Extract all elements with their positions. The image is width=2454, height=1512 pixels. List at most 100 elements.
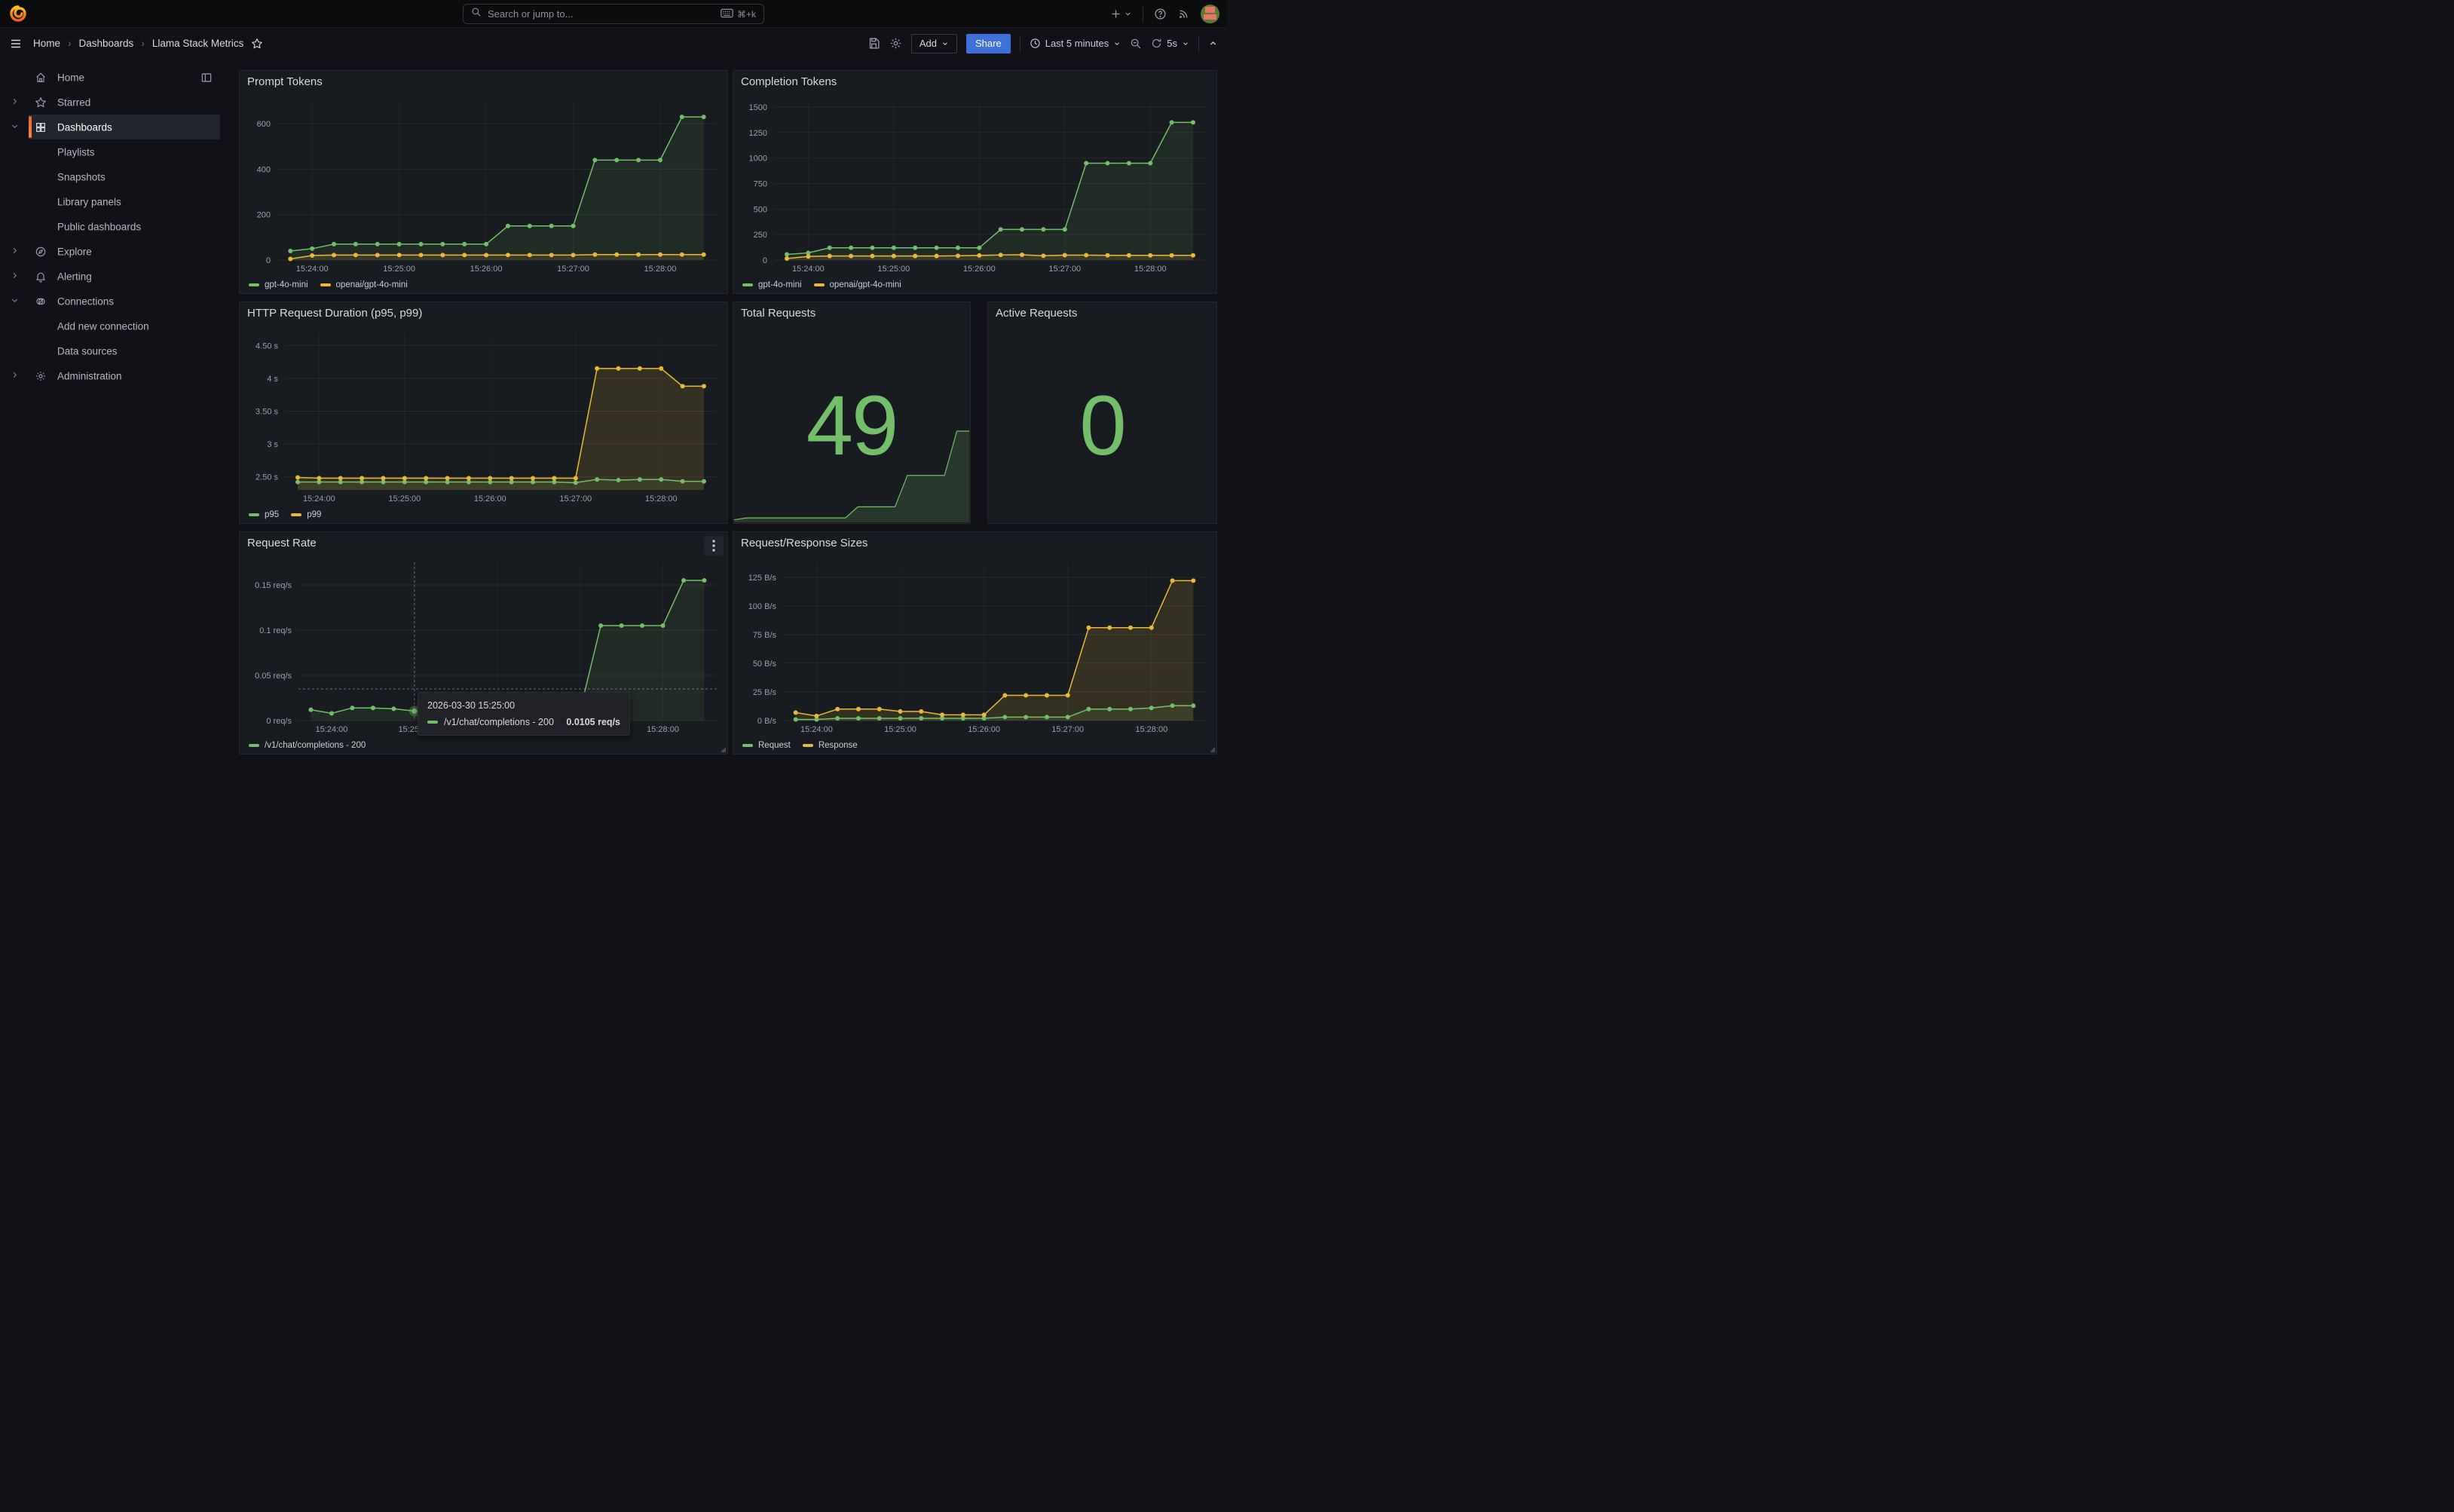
legend-item[interactable]: /v1/chat/completions - 200	[249, 741, 366, 750]
panel-request-rate: Request Rate 0 req/s0.05 req/s0.1 req/s0…	[239, 531, 728, 754]
legend-item[interactable]: Response	[803, 741, 858, 750]
panel-resize-handle[interactable]	[1210, 747, 1215, 752]
request-rate-legend: /v1/chat/completions - 200	[249, 741, 366, 750]
mega-menu-toggle[interactable]	[9, 37, 23, 51]
svg-text:15:24:00: 15:24:00	[800, 725, 833, 734]
grafana-logo-icon[interactable]	[9, 5, 27, 23]
svg-text:200: 200	[257, 211, 271, 220]
panel-title[interactable]: Prompt Tokens	[240, 71, 727, 93]
zoom-out-button[interactable]	[1130, 38, 1142, 50]
breadcrumb-dashboards[interactable]: Dashboards	[79, 38, 134, 49]
sidebar-item-dashboards[interactable]: Dashboards	[29, 115, 220, 139]
search-icon	[471, 7, 482, 21]
panel-title[interactable]: HTTP Request Duration (p95, p99)	[240, 302, 727, 325]
sidebar-item-snapshots[interactable]: Snapshots	[29, 164, 220, 189]
svg-text:250: 250	[754, 231, 767, 240]
global-search[interactable]: ⌘+k	[463, 4, 764, 24]
svg-text:15:27:00: 15:27:00	[557, 265, 589, 274]
help-button[interactable]	[1154, 8, 1167, 20]
sidebar-item-library-panels[interactable]: Library panels	[29, 189, 220, 214]
share-button[interactable]: Share	[966, 34, 1011, 54]
prompt-tokens-legend: gpt-4o-mini openai/gpt-4o-mini	[249, 280, 408, 289]
favorite-star-icon[interactable]	[251, 38, 263, 50]
sidebar-item-public-dashboards[interactable]: Public dashboards	[29, 214, 220, 239]
refresh-picker[interactable]: 5s	[1151, 38, 1189, 49]
chevron-down-icon[interactable]	[11, 121, 19, 134]
legend-item[interactable]: p95	[249, 510, 279, 519]
svg-text:0.05 req/s: 0.05 req/s	[255, 672, 292, 681]
sidebar-item-connections[interactable]: Connections	[29, 289, 220, 314]
panel-title[interactable]: Request Rate	[240, 532, 727, 555]
svg-text:1000: 1000	[749, 155, 767, 164]
sidebar-item-starred[interactable]: Starred	[29, 90, 220, 115]
chevron-right-icon[interactable]	[11, 270, 19, 283]
legend-item[interactable]: openai/gpt-4o-mini	[814, 280, 901, 289]
prompt-tokens-chart[interactable]: 020040060015:24:0015:25:0015:26:0015:27:…	[243, 93, 721, 275]
save-dashboard-button[interactable]	[867, 37, 880, 50]
sidebar-item-data-sources[interactable]: Data sources	[29, 338, 220, 363]
news-rss-button[interactable]	[1177, 8, 1190, 20]
legend-item[interactable]: gpt-4o-mini	[742, 280, 802, 289]
legend-swatch	[814, 283, 825, 286]
legend-item[interactable]: openai/gpt-4o-mini	[320, 280, 408, 289]
completion-tokens-legend: gpt-4o-mini openai/gpt-4o-mini	[742, 280, 901, 289]
svg-text:600: 600	[257, 120, 271, 129]
panel-total-requests: Total Requests 49	[733, 301, 971, 524]
panel-active-requests: Active Requests 0	[987, 301, 1217, 524]
panel-title[interactable]: Completion Tokens	[733, 71, 1216, 93]
dock-sidebar-icon[interactable]	[200, 72, 213, 84]
user-avatar[interactable]	[1201, 5, 1219, 23]
chevron-down-icon[interactable]	[11, 295, 19, 308]
chevron-right-icon[interactable]	[11, 245, 19, 259]
svg-text:2.50 s: 2.50 s	[255, 473, 278, 482]
chevron-right-icon[interactable]	[11, 96, 19, 109]
collapse-toolbar-button[interactable]	[1208, 38, 1218, 48]
legend-swatch	[249, 283, 259, 286]
new-menu-button[interactable]	[1110, 8, 1132, 20]
time-range-picker[interactable]: Last 5 minutes	[1030, 38, 1121, 49]
panel-prompt-tokens: Prompt Tokens 020040060015:24:0015:25:00…	[239, 70, 728, 294]
breadcrumb-current[interactable]: Llama Stack Metrics	[152, 38, 244, 49]
dashboards-grid-icon	[35, 121, 47, 133]
svg-text:15:25:00: 15:25:00	[383, 265, 415, 274]
svg-text:15:24:00: 15:24:00	[303, 494, 335, 503]
svg-text:15:25:00: 15:25:00	[877, 265, 910, 274]
svg-text:15:28:00: 15:28:00	[1135, 725, 1167, 734]
svg-text:0 B/s: 0 B/s	[757, 717, 777, 726]
kebab-icon	[712, 540, 715, 552]
home-icon	[35, 72, 47, 84]
sidebar-item-add-new-connection[interactable]: Add new connection	[29, 314, 220, 338]
legend-item[interactable]: p99	[291, 510, 321, 519]
panel-resize-handle[interactable]	[721, 747, 726, 752]
dashboard-settings-button[interactable]	[889, 37, 902, 50]
panel-title[interactable]: Request/Response Sizes	[733, 532, 1216, 555]
sidebar-item-explore[interactable]: Explore	[29, 239, 220, 264]
legend-swatch	[803, 744, 813, 747]
breadcrumb-home[interactable]: Home	[33, 38, 60, 49]
sidebar-item-alerting[interactable]: Alerting	[29, 264, 220, 289]
legend-item[interactable]: Request	[742, 741, 791, 750]
svg-text:125 B/s: 125 B/s	[748, 574, 777, 583]
svg-text:15:24:00: 15:24:00	[296, 265, 329, 274]
svg-text:15:25:00: 15:25:00	[388, 494, 421, 503]
svg-text:500: 500	[754, 205, 767, 214]
panel-menu-button[interactable]	[704, 536, 724, 556]
sidebar-item-playlists[interactable]: Playlists	[29, 139, 220, 164]
svg-text:15:26:00: 15:26:00	[963, 265, 996, 274]
search-input[interactable]	[488, 8, 714, 20]
svg-text:15:28:00: 15:28:00	[645, 494, 678, 503]
svg-text:3 s: 3 s	[267, 440, 278, 449]
legend-item[interactable]: gpt-4o-mini	[249, 280, 308, 289]
sidebar-item-home[interactable]: Home	[29, 65, 220, 90]
request-response-sizes-chart[interactable]: 0 B/s25 B/s50 B/s75 B/s100 B/s125 B/s15:…	[736, 555, 1210, 736]
legend-swatch	[249, 744, 259, 747]
chevron-right-icon[interactable]	[11, 369, 19, 383]
completion-tokens-chart[interactable]: 025050075010001250150015:24:0015:25:0015…	[736, 93, 1210, 275]
add-panel-button[interactable]: Add	[911, 34, 957, 54]
sidebar: Home Starred Dashboards Playlists Snapsh…	[0, 59, 226, 756]
http-duration-chart[interactable]: 2.50 s3 s3.50 s4 s4.50 s15:24:0015:25:00…	[243, 325, 721, 505]
sidebar-item-administration[interactable]: Administration	[29, 363, 220, 388]
hamburger-icon	[9, 37, 23, 51]
top-bar: ⌘+k	[0, 0, 1227, 28]
svg-text:15:25:00: 15:25:00	[884, 725, 916, 734]
